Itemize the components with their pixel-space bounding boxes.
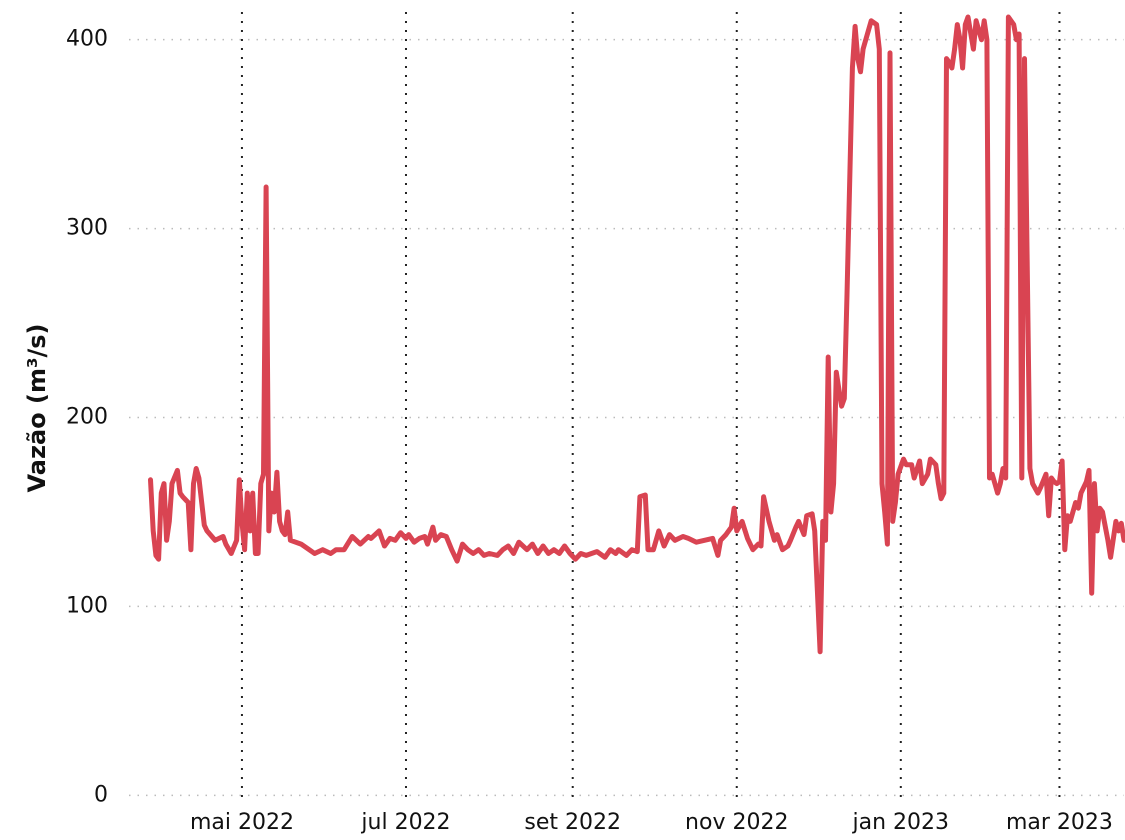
x-tick-label: jan 2023 <box>852 810 950 835</box>
x-tick-label: jul 2022 <box>360 810 450 835</box>
x-tick-label: mai 2022 <box>190 810 294 835</box>
x-tick-label: nov 2022 <box>685 810 788 835</box>
y-tick-label: 400 <box>66 27 108 52</box>
data-line <box>148 14 1125 655</box>
y-tick-label: 200 <box>66 405 108 430</box>
y-tick-label: 100 <box>66 593 108 618</box>
y-axis-title: Vazão (m³/s) <box>23 324 51 493</box>
y-tick-label: 300 <box>66 216 108 241</box>
y-tick-label: 0 <box>94 782 108 807</box>
x-tick-label: set 2022 <box>524 810 621 835</box>
x-tick-label: mar 2023 <box>1006 810 1113 835</box>
